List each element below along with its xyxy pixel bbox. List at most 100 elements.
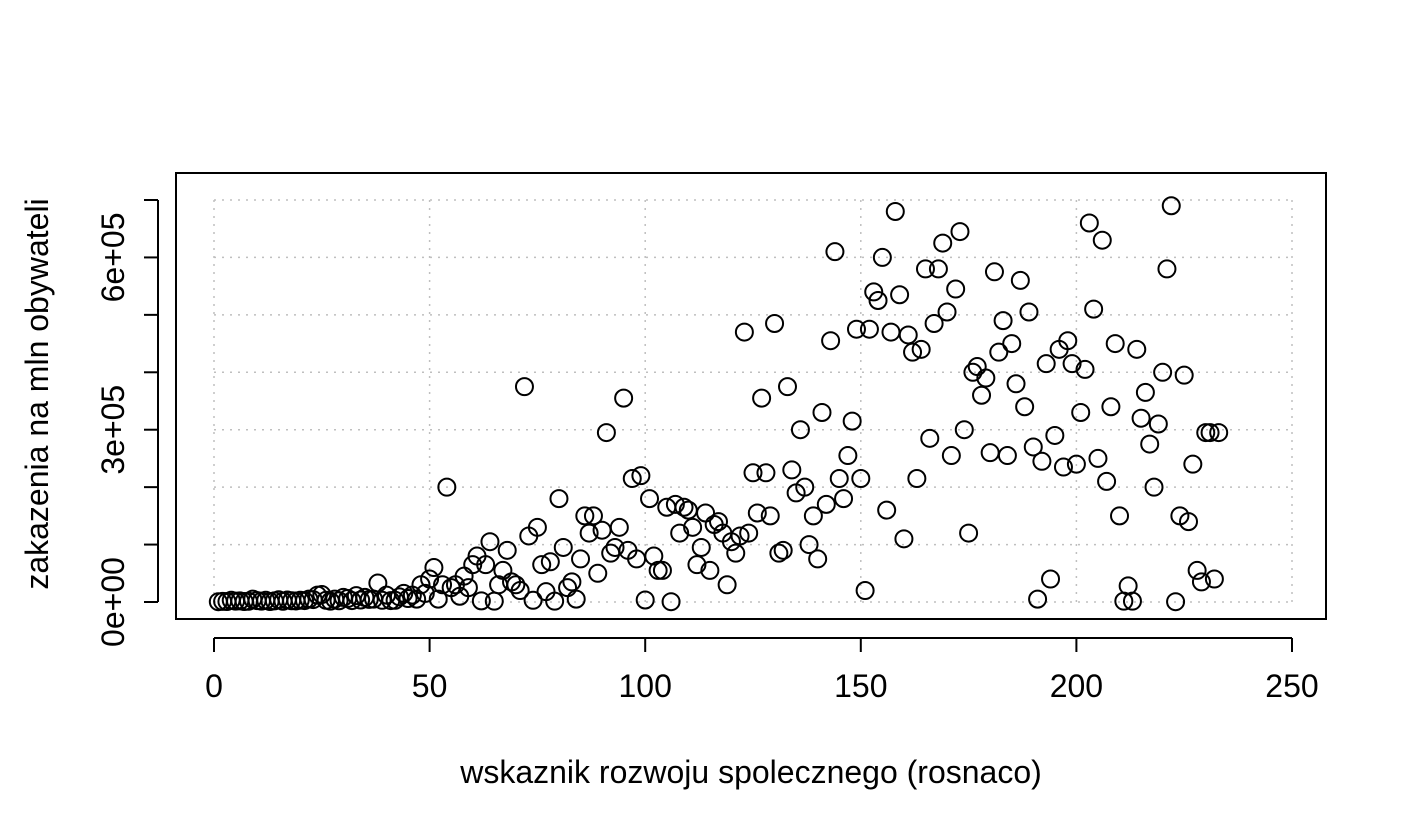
- data-point: [1174, 365, 1194, 385]
- data-point: [976, 368, 996, 388]
- data-point: [510, 581, 530, 601]
- data-point: [545, 591, 565, 611]
- data-point: [989, 342, 1009, 362]
- data-point: [691, 537, 711, 557]
- x-tick-label: 150: [834, 668, 887, 704]
- data-point: [1157, 259, 1177, 279]
- data-point: [674, 497, 694, 517]
- data-point: [1015, 397, 1035, 417]
- data-point: [885, 201, 905, 221]
- data-point: [928, 259, 948, 279]
- data-point: [687, 555, 707, 575]
- y-axis: 0e+00 3e+05 6e+05: [95, 199, 159, 647]
- data-point: [514, 377, 534, 397]
- data-point: [777, 377, 797, 397]
- data-point: [959, 523, 979, 543]
- y-tick-label: 6e+05: [95, 212, 131, 302]
- data-point: [1058, 331, 1078, 351]
- data-point: [1084, 299, 1104, 319]
- data-point: [782, 460, 802, 480]
- data-point: [394, 583, 414, 603]
- data-point: [497, 540, 517, 560]
- data-point: [1097, 471, 1117, 491]
- data-point: [540, 552, 560, 572]
- data-point: [428, 589, 448, 609]
- data-point: [1053, 457, 1073, 477]
- data-point: [855, 581, 875, 601]
- data-point: [997, 446, 1017, 466]
- data-point: [652, 560, 672, 580]
- data-point: [894, 529, 914, 549]
- data-point: [937, 302, 957, 322]
- data-point: [730, 526, 750, 546]
- data-point: [1105, 334, 1125, 354]
- x-tick-label: 250: [1265, 668, 1318, 704]
- data-point: [1153, 362, 1173, 382]
- data-point: [433, 575, 453, 595]
- data-point: [984, 262, 1004, 282]
- data-point: [799, 535, 819, 555]
- data-point: [752, 388, 772, 408]
- data-point: [898, 325, 918, 345]
- data-point: [1191, 572, 1211, 592]
- data-point: [1204, 569, 1224, 589]
- data-point: [566, 589, 586, 609]
- y-tick-label: 0e+00: [95, 557, 131, 647]
- data-point: [903, 342, 923, 362]
- data-point: [739, 523, 759, 543]
- data-point: [872, 247, 892, 267]
- data-point: [1088, 448, 1108, 468]
- data-point: [1135, 382, 1155, 402]
- data-point: [635, 590, 655, 610]
- data-point: [946, 279, 966, 299]
- data-point: [415, 583, 435, 603]
- data-point: [1023, 437, 1043, 457]
- data-point: [825, 242, 845, 262]
- data-point: [1127, 339, 1147, 359]
- data-point: [661, 592, 681, 612]
- data-point: [877, 500, 897, 520]
- data-point: [1075, 359, 1095, 379]
- data-point: [1045, 425, 1065, 445]
- data-point: [756, 463, 776, 483]
- data-point: [821, 331, 841, 351]
- data-point: [1110, 506, 1130, 526]
- data-point: [890, 285, 910, 305]
- y-tick-label: 3e+05: [95, 385, 131, 475]
- data-point: [972, 385, 992, 405]
- grid-layer: [213, 199, 1293, 603]
- data-point: [864, 282, 884, 302]
- plot-frame: [175, 172, 1327, 620]
- data-point: [846, 319, 866, 339]
- data-point: [868, 291, 888, 310]
- data-point: [790, 420, 810, 440]
- data-point: [1140, 434, 1160, 454]
- data-point: [1148, 414, 1168, 434]
- data-point: [1131, 408, 1151, 428]
- data-point: [963, 362, 983, 382]
- data-point: [1196, 423, 1216, 443]
- data-point: [523, 590, 543, 610]
- data-point: [915, 259, 935, 279]
- data-point: [644, 546, 664, 566]
- data-point: [1101, 397, 1121, 417]
- points-layer: [208, 196, 1229, 612]
- data-point: [709, 512, 729, 532]
- data-point: [614, 388, 634, 408]
- data-point: [398, 589, 418, 609]
- data-point: [1092, 230, 1112, 250]
- data-point: [765, 313, 785, 333]
- data-point: [1036, 354, 1056, 374]
- data-point: [609, 517, 629, 537]
- data-point: [476, 555, 496, 575]
- data-point: [458, 578, 478, 598]
- data-point: [1032, 451, 1052, 471]
- data-point: [1183, 454, 1203, 474]
- data-point: [683, 517, 703, 537]
- data-point: [622, 469, 642, 489]
- data-point: [700, 560, 720, 580]
- data-point: [553, 537, 573, 557]
- data-point: [506, 575, 526, 595]
- data-point: [851, 469, 871, 489]
- data-point: [1161, 196, 1181, 216]
